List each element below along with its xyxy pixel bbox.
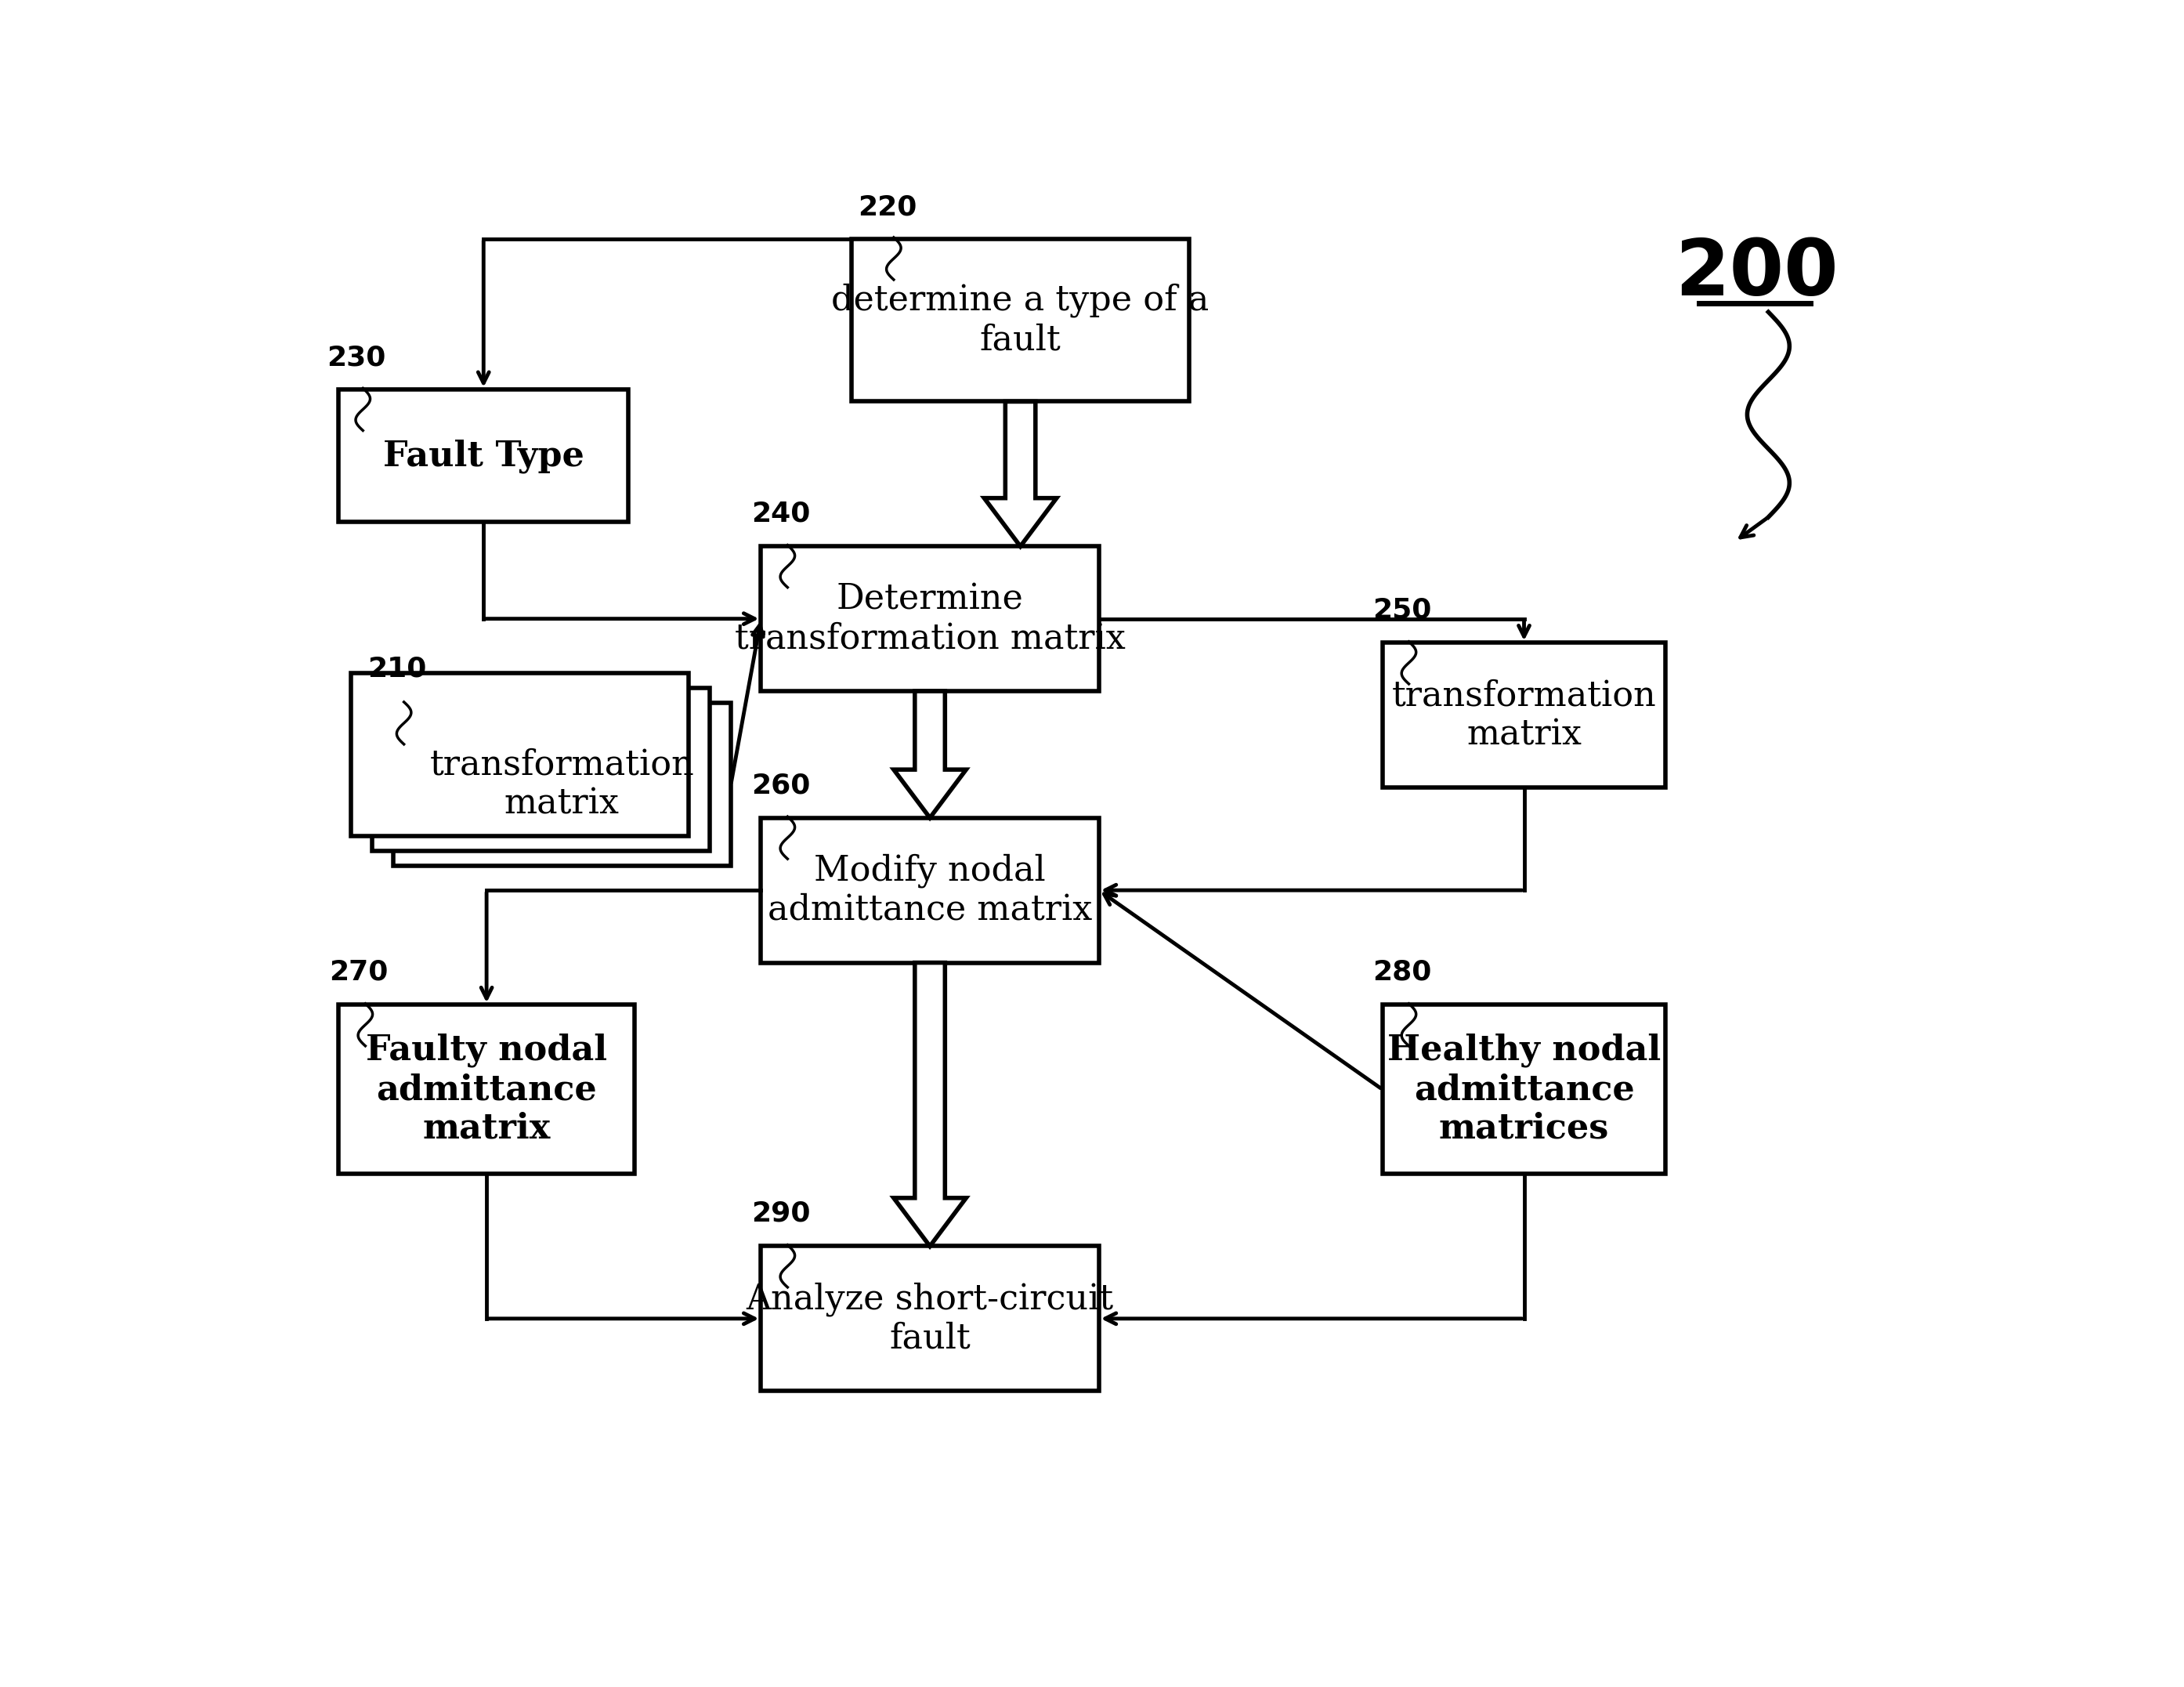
Bar: [1382, 643, 1666, 788]
Text: 260: 260: [751, 773, 810, 798]
Bar: [1382, 1005, 1666, 1174]
Bar: [352, 673, 688, 837]
Bar: [760, 1247, 1099, 1392]
Bar: [339, 390, 629, 523]
Text: 230: 230: [328, 344, 387, 371]
Text: Determine
transformation matrix: Determine transformation matrix: [734, 582, 1125, 655]
Bar: [852, 238, 1190, 402]
Polygon shape: [985, 402, 1057, 547]
Text: 200: 200: [1675, 236, 1839, 312]
Text: Healthy nodal
admittance
matrices: Healthy nodal admittance matrices: [1387, 1032, 1660, 1145]
Bar: [760, 547, 1099, 692]
Bar: [760, 818, 1099, 963]
Text: Analyze short-circuit
fault: Analyze short-circuit fault: [747, 1282, 1114, 1355]
Text: 270: 270: [330, 958, 389, 985]
Text: 220: 220: [858, 194, 917, 221]
Text: Fault Type: Fault Type: [382, 439, 583, 472]
Bar: [393, 703, 732, 865]
Text: determine a type of a
fault: determine a type of a fault: [832, 283, 1210, 356]
Text: 280: 280: [1372, 958, 1433, 985]
Text: 240: 240: [751, 501, 810, 526]
Text: 250: 250: [1372, 597, 1433, 624]
Text: Modify nodal
admittance matrix: Modify nodal admittance matrix: [767, 854, 1092, 926]
Text: 290: 290: [751, 1199, 810, 1226]
Bar: [339, 1005, 633, 1174]
Text: 210: 210: [367, 656, 426, 682]
Text: transformation
matrix: transformation matrix: [430, 747, 695, 822]
Text: Faulty nodal
admittance
matrix: Faulty nodal admittance matrix: [367, 1032, 607, 1145]
Bar: [371, 688, 710, 850]
Polygon shape: [893, 963, 965, 1247]
Polygon shape: [893, 692, 965, 818]
Text: transformation
matrix: transformation matrix: [1391, 678, 1655, 752]
